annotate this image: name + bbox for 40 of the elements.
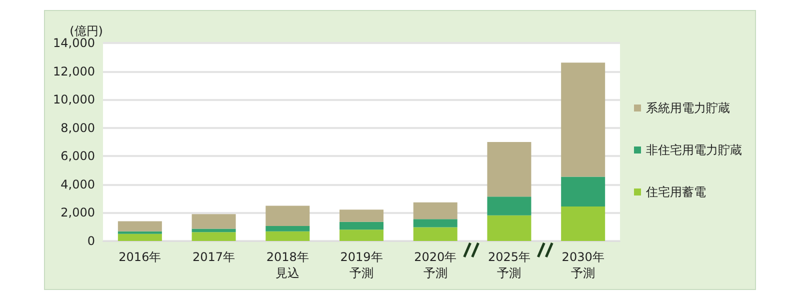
y-tick-label: 4,000	[60, 177, 95, 192]
y-tick-label: 12,000	[53, 64, 95, 78]
bar	[340, 222, 384, 230]
bar	[487, 142, 532, 197]
bar	[561, 176, 606, 206]
bar	[413, 219, 458, 228]
bar	[266, 226, 310, 232]
legend-label: 系統用電力貯蔵	[646, 101, 730, 115]
x-tick-label: 2019年予測	[340, 250, 383, 280]
bar	[118, 221, 162, 232]
bar	[561, 62, 606, 177]
bar	[487, 196, 532, 216]
y-axis-title: (億円)	[70, 24, 103, 38]
bar	[340, 210, 384, 222]
bar	[487, 215, 532, 241]
x-tick-label: 2018年見込	[266, 250, 309, 280]
y-tick-label: 10,000	[53, 92, 95, 107]
y-tick-label: 6,000	[60, 149, 95, 164]
legend-label: 非住宅用電力貯蔵	[646, 143, 742, 157]
y-tick-label: 0	[87, 234, 95, 248]
y-tick-label: 8,000	[60, 120, 95, 135]
legend-label: 住宅用蓄電	[645, 185, 706, 199]
y-tick-label: 2,000	[60, 206, 95, 220]
x-tick-label: 2025年予測	[488, 250, 530, 280]
bar	[192, 232, 236, 241]
bar	[118, 234, 162, 241]
bar	[413, 227, 458, 241]
x-tick-label: 2030年予測	[562, 250, 604, 280]
bar	[413, 202, 458, 220]
bar	[192, 228, 236, 232]
x-tick-label: 2016年	[118, 250, 162, 264]
bar	[266, 231, 310, 241]
bar	[561, 206, 606, 241]
bar	[118, 231, 162, 234]
x-tick-label: 2020年予測	[414, 250, 457, 280]
bar	[192, 214, 236, 229]
bar	[266, 206, 310, 226]
y-tick-label: 14,000	[53, 36, 95, 50]
x-tick-label: 2017年	[192, 250, 236, 264]
bar	[340, 230, 384, 241]
